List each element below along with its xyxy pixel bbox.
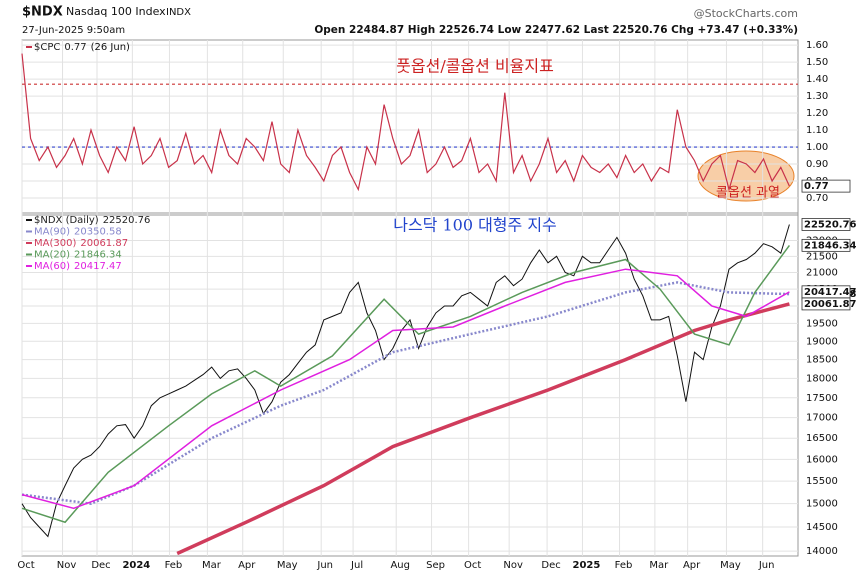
y-tick-label: 1.20 [806, 108, 828, 119]
x-tick-label: Sep [426, 560, 445, 571]
last-value-label: 22520.76 [804, 219, 857, 230]
y-tick-label: 1.60 [806, 40, 828, 51]
date: 27-Jun-2025 9:50am [22, 25, 125, 36]
y-tick-label: 0.90 [806, 159, 828, 170]
y-tick-label: 21000 [806, 268, 838, 279]
series-line [21, 244, 791, 524]
last-value-box [801, 238, 851, 252]
source: @StockCharts.com [694, 7, 798, 20]
y-tick-label: 14500 [806, 522, 838, 533]
x-tick-label: Apr [683, 560, 701, 571]
last-value-label: 0.77 [804, 181, 829, 192]
x-tick-label: May [277, 560, 298, 571]
annotation: 풋옵션/콜옵션 비율지표 [396, 57, 554, 76]
x-tick-label: 2024 [122, 560, 150, 571]
x-tick-label: Mar [202, 560, 222, 571]
y-tick-label: 14000 [806, 546, 838, 557]
x-tick-label: Oct [464, 560, 481, 571]
x-tick-label: Jun [316, 560, 333, 571]
legend-value: 0.77 [64, 42, 86, 53]
last-value-box [801, 179, 851, 193]
y-tick-label: 18500 [806, 355, 838, 366]
series-line [21, 268, 790, 510]
y-tick-label: 1.50 [806, 57, 828, 68]
x-tick-label: Mar [649, 560, 669, 571]
legend-name: $NDX (Daily) [34, 215, 99, 226]
y-tick-label: 19000 [806, 336, 838, 347]
y-tick-label: 21500 [806, 251, 838, 262]
exchange: INDX [166, 7, 191, 18]
y-tick-label: 1.10 [806, 125, 828, 136]
x-tick-label: Nov [57, 560, 77, 571]
x-tick-label: Feb [615, 560, 633, 571]
x-tick-label: Oct [17, 560, 34, 571]
x-tick-label: Apr [238, 560, 256, 571]
callout: 콜옵션 과열 [716, 186, 780, 201]
y-tick-label: 0.70 [806, 193, 828, 204]
series-line [21, 224, 790, 538]
legend-date: (26 Jun) [91, 42, 130, 53]
last-value-label: 20061.87 [804, 299, 857, 310]
x-tick-label: Jun [758, 560, 775, 571]
symbol: $NDX [22, 5, 63, 20]
legend-value: 20350.58 [74, 227, 122, 238]
legend-value: 22520.76 [103, 215, 151, 226]
legend-value: 20417.47 [74, 261, 122, 272]
y-tick-label: 19500 [806, 318, 838, 329]
last-value-label: 20417.47 [804, 287, 857, 298]
x-tick-label: 2025 [573, 560, 601, 571]
x-tick-label: Dec [91, 560, 110, 571]
y-tick-label: 17000 [806, 413, 838, 424]
y-tick-label: 15500 [806, 476, 838, 487]
y-tick-label: 16500 [806, 433, 838, 444]
x-tick-label: May [720, 560, 741, 571]
legend-name: MA(20) [34, 250, 70, 261]
y-tick-label: 18000 [806, 373, 838, 384]
series-line [176, 302, 790, 556]
legend-name: MA(60) [34, 261, 70, 272]
legend-value: 20061.87 [80, 238, 128, 249]
y-tick-label: 1.40 [806, 74, 828, 85]
last-value-box [801, 285, 851, 299]
x-tick-label: Dec [541, 560, 560, 571]
x-tick-label: Nov [503, 560, 523, 571]
x-tick-label: Jul [350, 560, 363, 571]
annotation: 나스닥 100 대형주 지수 [393, 216, 557, 235]
legend-name: MA(90) [34, 227, 70, 238]
x-tick-label: Feb [165, 560, 183, 571]
quote: Open 22484.87 High 22526.74 Low 22477.62… [314, 24, 798, 36]
last-value-box [801, 218, 851, 231]
legend-name: MA(300) [34, 238, 76, 249]
y-tick-label: 1.00 [806, 142, 828, 153]
index-name: Nasdaq 100 Index [66, 5, 166, 18]
y-tick-label: 17500 [806, 393, 838, 404]
last-value-label: 21846.34 [804, 240, 857, 251]
legend-value: 21846.34 [74, 250, 122, 261]
y-tick-label: 1.30 [806, 91, 828, 102]
series-line [21, 53, 790, 192]
x-tick-label: Aug [390, 560, 410, 571]
legend-name: $CPC [34, 42, 60, 53]
y-tick-label: 16000 [806, 454, 838, 465]
y-tick-label: 15000 [806, 499, 838, 510]
